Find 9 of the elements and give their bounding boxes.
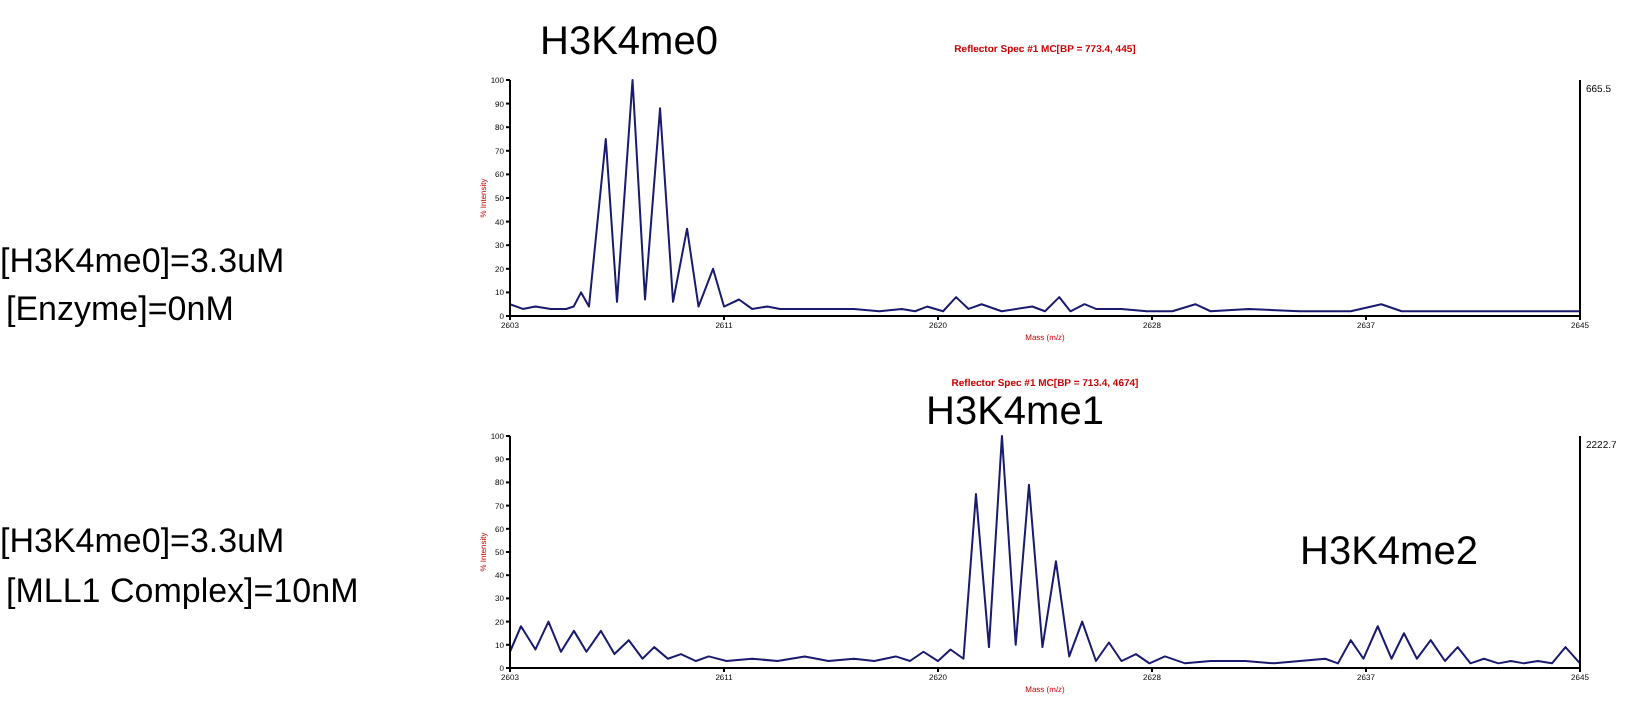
text: [H3K4me0]=3.3uM [0,242,285,280]
text: H3K4me1 [926,390,1104,434]
line-series [509,79,1581,313]
annotation: H3K4me2 [1300,530,1478,574]
line-series [509,435,1581,665]
text: [H3K4me0]=3.3uM [0,522,285,560]
text: H3K4me0 [540,20,718,64]
text: [MLL1 Complex]=10nM [6,572,359,610]
text: [Enzyme]=0nM [6,290,234,328]
